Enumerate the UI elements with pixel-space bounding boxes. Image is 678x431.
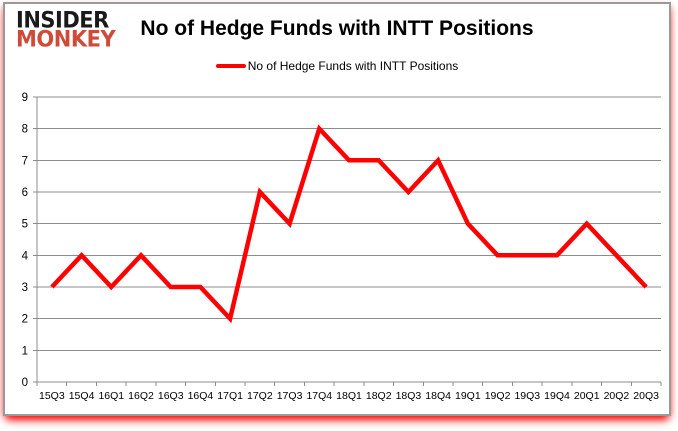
y-tick-label: 9 xyxy=(22,92,28,104)
x-tick-label: 19Q3 xyxy=(514,390,540,402)
x-tick-label: 16Q4 xyxy=(188,390,214,402)
chart-title: No of Hedge Funds with INTT Positions xyxy=(140,17,534,40)
x-tick-label: 17Q3 xyxy=(277,390,303,402)
data-series-line xyxy=(50,124,648,324)
x-tick-label: 16Q3 xyxy=(158,390,184,402)
chart-header: INSIDER MONKEY No of Hedge Funds with IN… xyxy=(5,4,669,80)
x-tick-label: 20Q3 xyxy=(633,390,659,402)
x-tick-label: 20Q2 xyxy=(604,390,630,402)
x-tick-label: 18Q1 xyxy=(336,390,362,402)
x-tick-label: 16Q1 xyxy=(98,390,124,402)
x-tick-label: 16Q2 xyxy=(128,390,154,402)
insider-monkey-logo: INSIDER MONKEY xyxy=(16,7,116,52)
x-tick-label: 17Q4 xyxy=(306,390,332,402)
y-tick-label: 4 xyxy=(22,250,29,262)
chart-legend: No of Hedge Funds with INTT Positions xyxy=(5,59,669,73)
legend-line-marker xyxy=(215,64,246,68)
y-tick-label: 3 xyxy=(22,282,28,294)
x-tick-label: 18Q4 xyxy=(425,390,451,402)
x-tick-label: 19Q4 xyxy=(544,390,570,402)
y-tick-label: 8 xyxy=(22,124,28,136)
legend-label: No of Hedge Funds with INTT Positions xyxy=(247,59,459,73)
y-tick-label: 1 xyxy=(22,345,28,357)
y-tick-label: 7 xyxy=(22,155,28,167)
x-tick-label: 17Q2 xyxy=(247,390,273,402)
y-tick-label: 0 xyxy=(22,377,28,389)
x-tick-label: 19Q2 xyxy=(485,390,511,402)
x-tick-label: 20Q1 xyxy=(574,390,600,402)
y-tick-label: 5 xyxy=(22,219,28,231)
y-tick-label: 6 xyxy=(22,187,28,199)
x-tick-label: 15Q4 xyxy=(69,390,95,402)
x-tick-label: 19Q1 xyxy=(455,390,481,402)
line-chart-plot-area: 0 1 2 3 4 5 6 7 8 9 15Q3 15Q4 16Q1 16Q2 16Q3 16Q4 17Q1 17… xyxy=(22,92,662,402)
x-tick-label: 15Q3 xyxy=(39,390,65,402)
logo-text-insider: INSIDER xyxy=(16,7,109,33)
y-tick-label: 2 xyxy=(22,314,28,326)
x-tick-label: 18Q3 xyxy=(396,390,422,402)
chart-card: INSIDER MONKEY No of Hedge Funds with IN… xyxy=(3,2,671,416)
x-tick-label: 17Q1 xyxy=(217,390,243,402)
x-tick-label: 18Q2 xyxy=(366,390,392,402)
logo-text-monkey: MONKEY xyxy=(16,26,116,52)
